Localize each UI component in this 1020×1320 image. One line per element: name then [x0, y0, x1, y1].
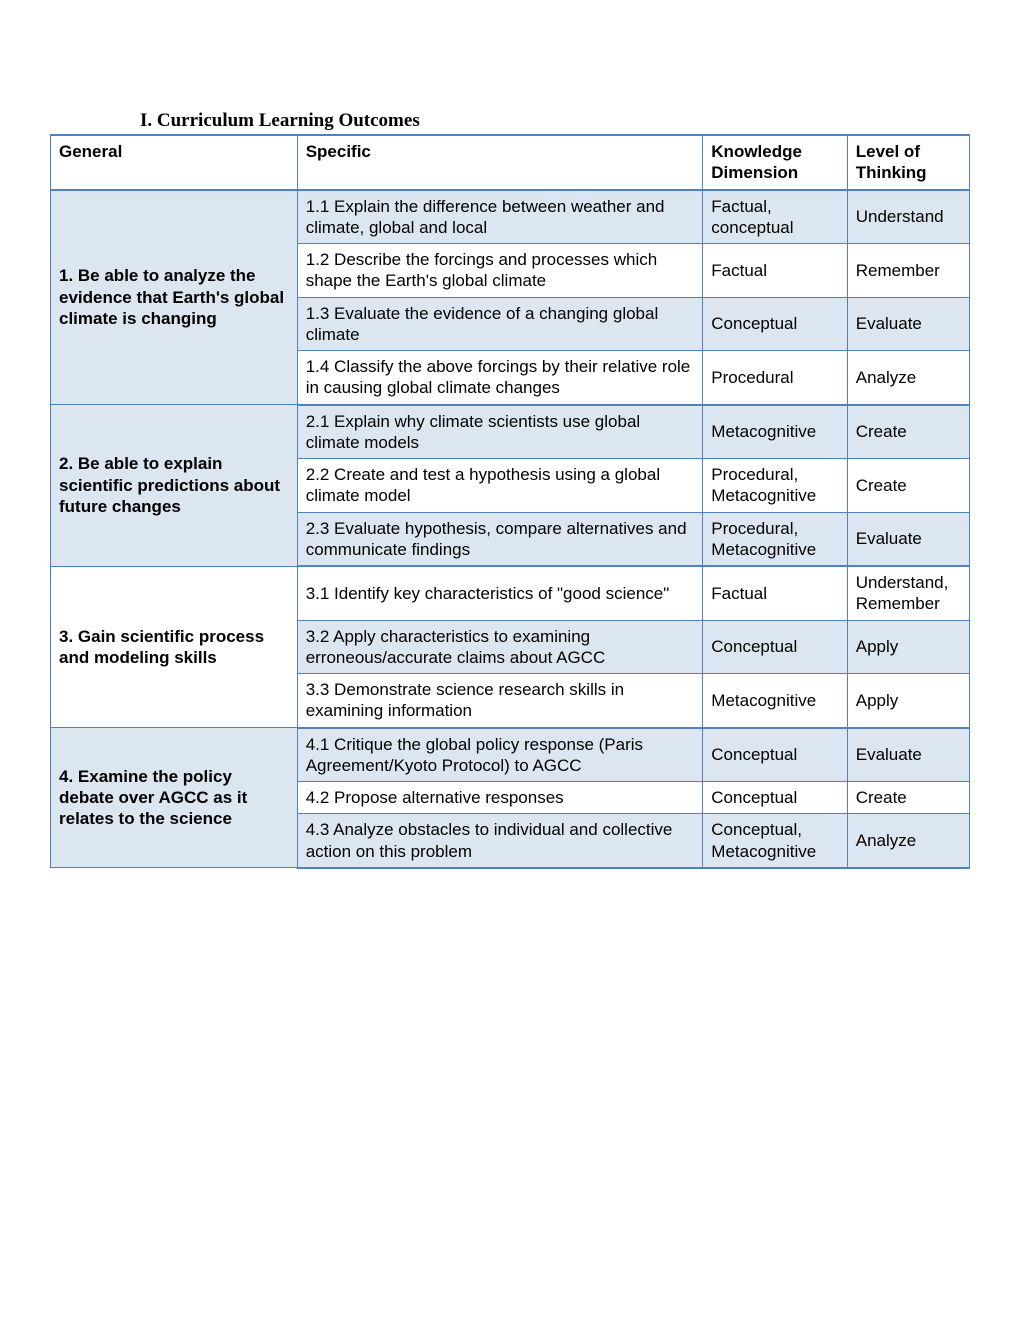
table-group: 2. Be able to explain scientific predict…	[51, 405, 970, 567]
cell-specific: 4.2 Propose alternative responses	[297, 782, 703, 814]
table-group: 3. Gain scientific process and modeling …	[51, 566, 970, 728]
cell-level-thinking: Evaluate	[847, 512, 969, 566]
outcomes-table: General Specific Knowledge Dimension Lev…	[50, 134, 970, 869]
cell-specific: 1.2 Describe the forcings and processes …	[297, 244, 703, 298]
cell-level-thinking: Understand, Remember	[847, 566, 969, 620]
cell-level-thinking: Apply	[847, 674, 969, 728]
header-general: General	[51, 135, 298, 190]
table-group: 4. Examine the policy debate over AGCC a…	[51, 728, 970, 868]
cell-knowledge-dimension: Factual	[703, 566, 847, 620]
cell-level-thinking: Understand	[847, 190, 969, 244]
table-row: 4. Examine the policy debate over AGCC a…	[51, 728, 970, 782]
cell-specific: 3.2 Apply characteristics to examining e…	[297, 620, 703, 674]
cell-knowledge-dimension: Conceptual	[703, 782, 847, 814]
cell-specific: 1.4 Classify the above forcings by their…	[297, 351, 703, 405]
cell-specific: 4.3 Analyze obstacles to individual and …	[297, 814, 703, 868]
cell-knowledge-dimension: Metacognitive	[703, 405, 847, 459]
cell-knowledge-dimension: Metacognitive	[703, 674, 847, 728]
table-group: 1. Be able to analyze the evidence that …	[51, 190, 970, 405]
cell-knowledge-dimension: Conceptual	[703, 728, 847, 782]
table-header-row: General Specific Knowledge Dimension Lev…	[51, 135, 970, 190]
cell-knowledge-dimension: Conceptual, Metacognitive	[703, 814, 847, 868]
cell-general: 1. Be able to analyze the evidence that …	[51, 190, 298, 405]
table-row: 2. Be able to explain scientific predict…	[51, 405, 970, 459]
cell-level-thinking: Analyze	[847, 351, 969, 405]
cell-general: 4. Examine the policy debate over AGCC a…	[51, 728, 298, 868]
cell-level-thinking: Create	[847, 405, 969, 459]
cell-level-thinking: Evaluate	[847, 297, 969, 351]
cell-level-thinking: Evaluate	[847, 728, 969, 782]
cell-specific: 3.1 Identify key characteristics of "goo…	[297, 566, 703, 620]
cell-knowledge-dimension: Factual	[703, 244, 847, 298]
cell-knowledge-dimension: Conceptual	[703, 620, 847, 674]
table-row: 3. Gain scientific process and modeling …	[51, 566, 970, 620]
cell-specific: 2.3 Evaluate hypothesis, compare alterna…	[297, 512, 703, 566]
cell-knowledge-dimension: Conceptual	[703, 297, 847, 351]
cell-knowledge-dimension: Procedural, Metacognitive	[703, 459, 847, 513]
cell-level-thinking: Create	[847, 782, 969, 814]
cell-specific: 1.1 Explain the difference between weath…	[297, 190, 703, 244]
cell-specific: 4.1 Critique the global policy response …	[297, 728, 703, 782]
cell-level-thinking: Apply	[847, 620, 969, 674]
document-page: I. Curriculum Learning Outcomes General …	[0, 0, 1020, 869]
cell-general: 3. Gain scientific process and modeling …	[51, 566, 298, 728]
header-lt: Level of Thinking	[847, 135, 969, 190]
cell-level-thinking: Analyze	[847, 814, 969, 868]
cell-specific: 2.2 Create and test a hypothesis using a…	[297, 459, 703, 513]
cell-level-thinking: Remember	[847, 244, 969, 298]
cell-knowledge-dimension: Procedural, Metacognitive	[703, 512, 847, 566]
cell-specific: 3.3 Demonstrate science research skills …	[297, 674, 703, 728]
cell-level-thinking: Create	[847, 459, 969, 513]
cell-specific: 1.3 Evaluate the evidence of a changing …	[297, 297, 703, 351]
table-row: 1. Be able to analyze the evidence that …	[51, 190, 970, 244]
cell-general: 2. Be able to explain scientific predict…	[51, 405, 298, 567]
cell-knowledge-dimension: Procedural	[703, 351, 847, 405]
header-kd: Knowledge Dimension	[703, 135, 847, 190]
header-specific: Specific	[297, 135, 703, 190]
cell-specific: 2.1 Explain why climate scientists use g…	[297, 405, 703, 459]
page-title: I. Curriculum Learning Outcomes	[140, 110, 970, 132]
cell-knowledge-dimension: Factual, conceptual	[703, 190, 847, 244]
